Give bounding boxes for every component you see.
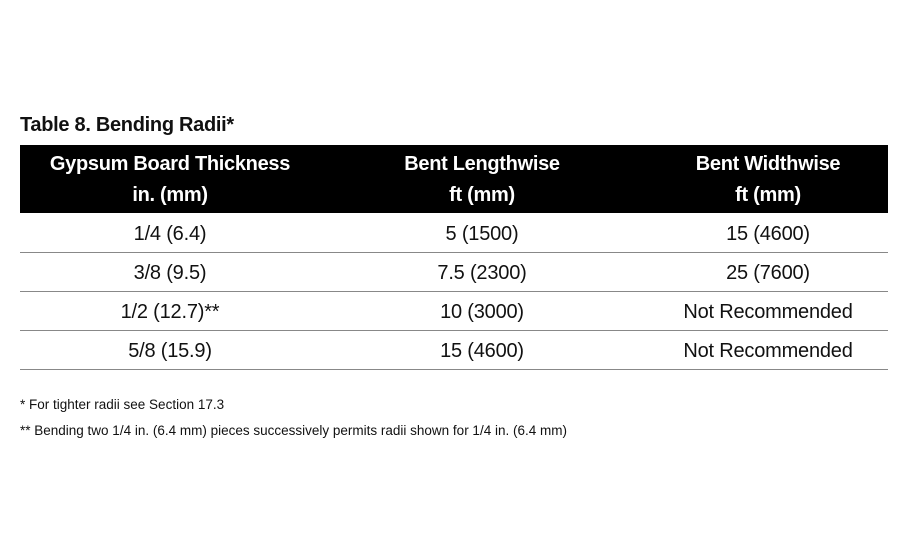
table-cell: 15 (4600) [726,223,810,245]
header-line: in. (mm) [132,184,208,206]
table-cell: Not Recommended [683,301,853,323]
table-cell: Not Recommended [683,340,853,362]
header-line: ft (mm) [449,184,515,206]
table-header: Gypsum Board Thickness in. (mm) Bent Lengt… [20,145,888,213]
table-cell: 25 (7600) [726,262,810,284]
table-cell: 1/2 (12.7)** [120,301,220,323]
table-cell: 15 (4600) [440,340,524,362]
table-row: 1/4 (6.4) 5 (1500) 15 (4600) [20,214,888,253]
table-row: 3/8 (9.5) 7.5 (2300) 25 (7600) [20,253,888,292]
table-cell: 1/4 (6.4) [133,223,207,245]
table-row: 5/8 (15.9) 15 (4600) Not Recommended [20,331,888,370]
footnote: * For tighter radii see Section 17.3 [20,397,225,412]
header-cell: Bent Widthwise ft (mm) [618,145,900,213]
table-cell: 5/8 (15.9) [128,340,212,362]
table-cell: 3/8 (9.5) [133,262,207,284]
table-cell: 5 (1500) [445,223,519,245]
header-line: Gypsum Board Thickness [49,153,291,175]
table-cell: 10 (3000) [440,301,524,323]
table-cell: 7.5 (2300) [437,262,527,284]
header-line: Bent Widthwise [695,153,841,175]
table-title: Table 8. Bending Radii* [20,114,234,136]
header-line: ft (mm) [735,184,801,206]
header-cell: Bent Lengthwise ft (mm) [332,145,632,213]
footnote: ** Bending two 1/4 in. (6.4 mm) pieces s… [20,423,567,438]
table-row: 1/2 (12.7)** 10 (3000) Not Recommended [20,292,888,331]
header-cell: Gypsum Board Thickness in. (mm) [20,145,320,213]
header-line: Bent Lengthwise [404,153,560,175]
